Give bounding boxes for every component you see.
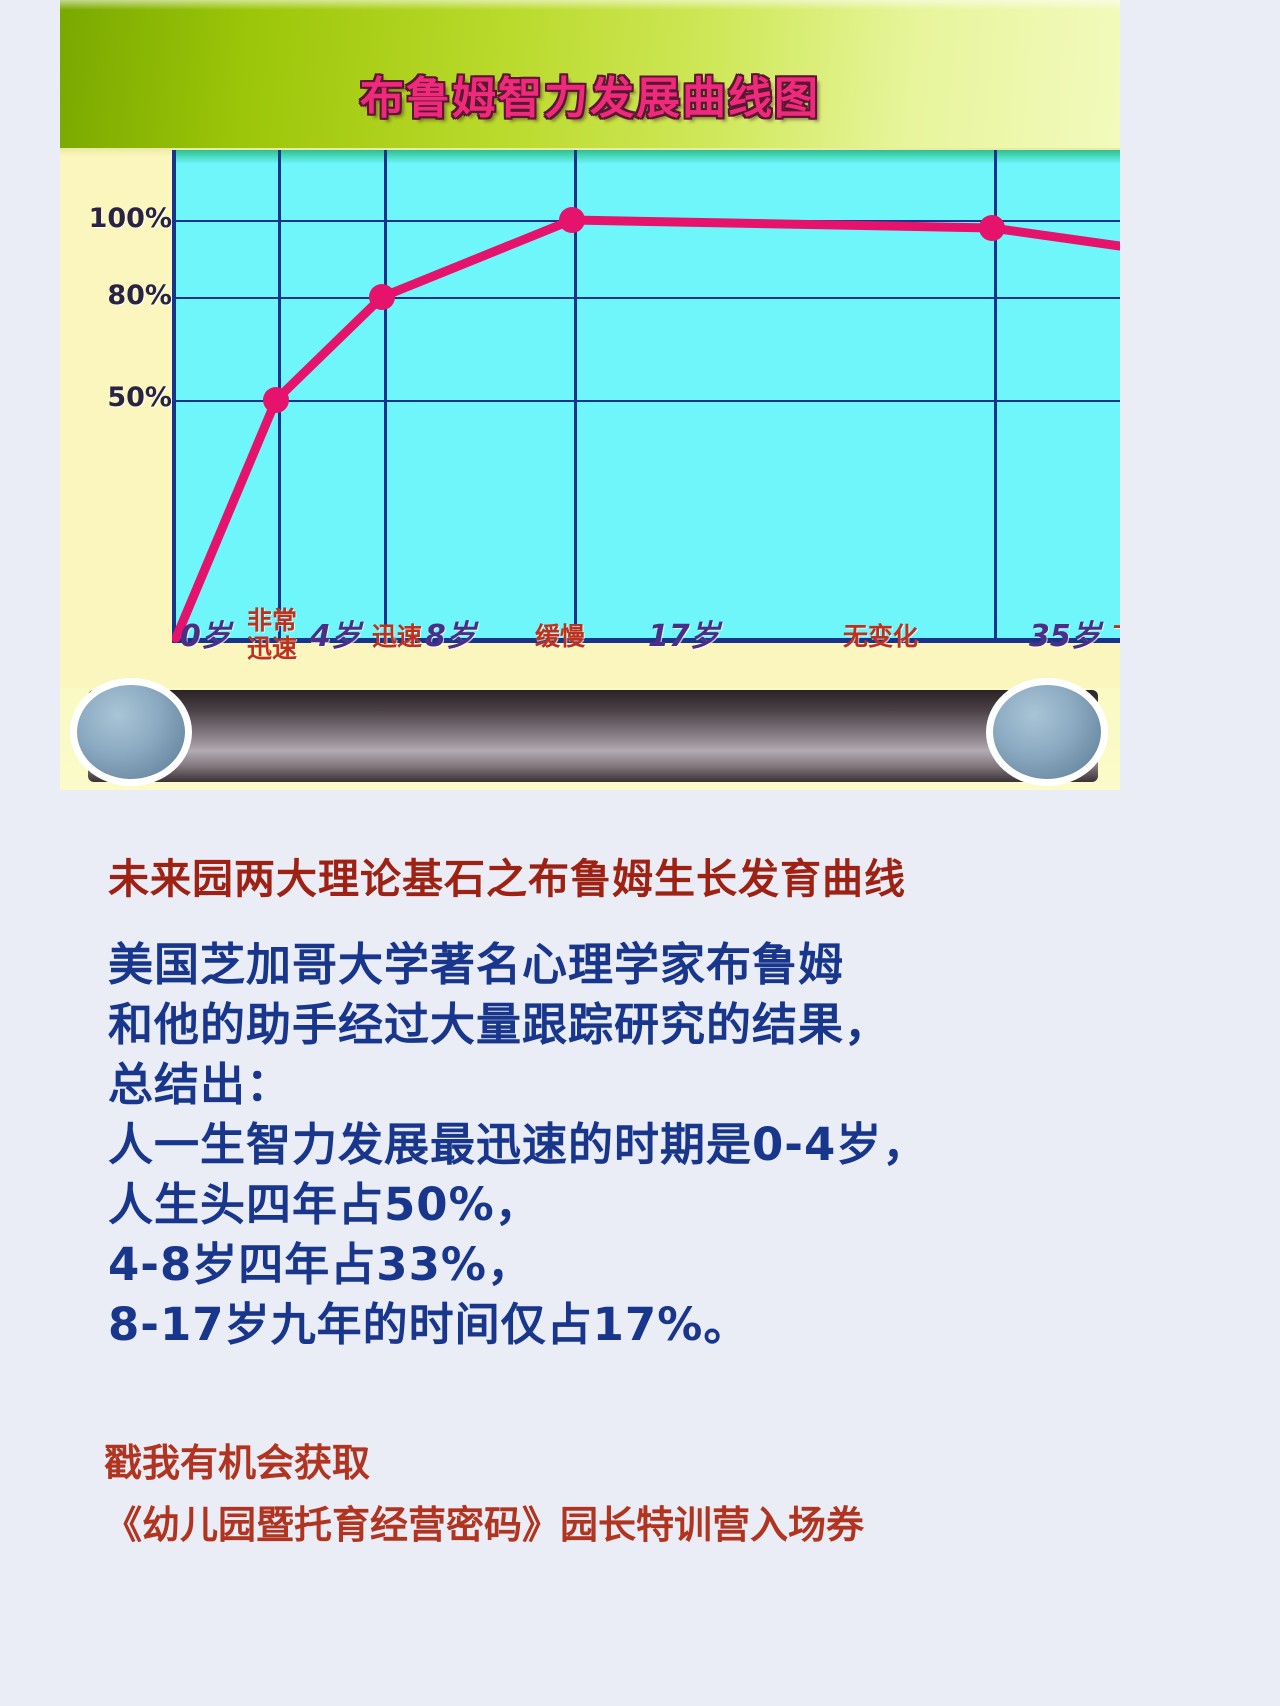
x-label-phase-2: 迅速 <box>372 622 423 651</box>
x-label-phase-5: 下降 <box>1113 624 1120 649</box>
body-line-2: 和他的助手经过大量跟踪研究的结果， <box>108 998 891 1051</box>
x-label-age-8: 8岁 <box>425 619 476 654</box>
x-label-age-4: 4岁 <box>310 619 361 654</box>
y-tick-50: 50% <box>107 382 172 413</box>
article-body: 美国芝加哥大学著名心理学家布鲁姆 和他的助手经过大量跟踪研究的结果， 总结出： … <box>108 935 1228 1355</box>
x-label-phase-3: 缓慢 <box>535 622 586 651</box>
call-to-action[interactable]: 戳我有机会获取 《幼儿园暨托育经营密码》园长特训营入场券 <box>104 1432 1244 1556</box>
intelligence-development-curve <box>172 207 1120 643</box>
cta-line-2[interactable]: 《幼儿园暨托育经营密码》园长特训营入场券 <box>104 1503 865 1547</box>
x-label-age-35: 35岁 <box>1029 619 1101 654</box>
body-line-3: 总结出： <box>108 1058 293 1111</box>
data-point-4 <box>263 387 289 413</box>
article-heading: 未来园两大理论基石之布鲁姆生长发育曲线 <box>108 855 906 903</box>
body-line-1: 美国芝加哥大学著名心理学家布鲁姆 <box>108 938 845 991</box>
cta-line-1[interactable]: 戳我有机会获取 <box>104 1441 371 1485</box>
gridline-v-35 <box>994 150 997 638</box>
gridline-h-50 <box>176 400 1120 402</box>
scroll-roller-bar <box>88 690 1098 782</box>
x-label-phase-1a: 非常 <box>247 606 298 635</box>
body-line-7: 8-17岁九年的时间仅占17%。 <box>108 1298 750 1351</box>
roller-cap-left-icon <box>70 678 192 786</box>
plot-top-band <box>176 150 1120 164</box>
x-label-phase-1b: 迅速 <box>247 634 298 663</box>
chart-title: 布鲁姆智力发展曲线图 <box>360 73 820 124</box>
data-point-8 <box>369 284 395 310</box>
x-label-phase-4: 无变化 <box>843 622 919 651</box>
gridline-h-80 <box>176 297 1120 299</box>
data-point-17 <box>559 207 585 233</box>
y-tick-80: 80% <box>107 280 172 311</box>
article-section: 未来园两大理论基石之布鲁姆生长发育曲线 美国芝加哥大学著名心理学家布鲁姆 和他的… <box>0 800 1280 1706</box>
banner-sheen <box>60 0 1120 10</box>
x-label-age-17: 17岁 <box>648 619 720 654</box>
chart-title-banner <box>60 0 1120 148</box>
body-line-5: 人生头四年占50%， <box>108 1178 541 1231</box>
roller-cap-right-icon <box>986 678 1108 786</box>
gridline-v-17 <box>574 150 577 638</box>
y-tick-100: 100% <box>88 203 172 234</box>
data-point-35 <box>979 215 1005 241</box>
body-line-4: 人一生智力发展最迅速的时期是0-4岁， <box>108 1118 929 1171</box>
x-label-age-0: 0岁 <box>180 619 231 654</box>
body-line-6: 4-8岁四年占33%， <box>108 1238 534 1291</box>
plot-area <box>172 150 1120 643</box>
gridline-v-8 <box>384 150 387 638</box>
chart-card: 布鲁姆智力发展曲线图 100% 80% 50% <box>60 0 1120 790</box>
